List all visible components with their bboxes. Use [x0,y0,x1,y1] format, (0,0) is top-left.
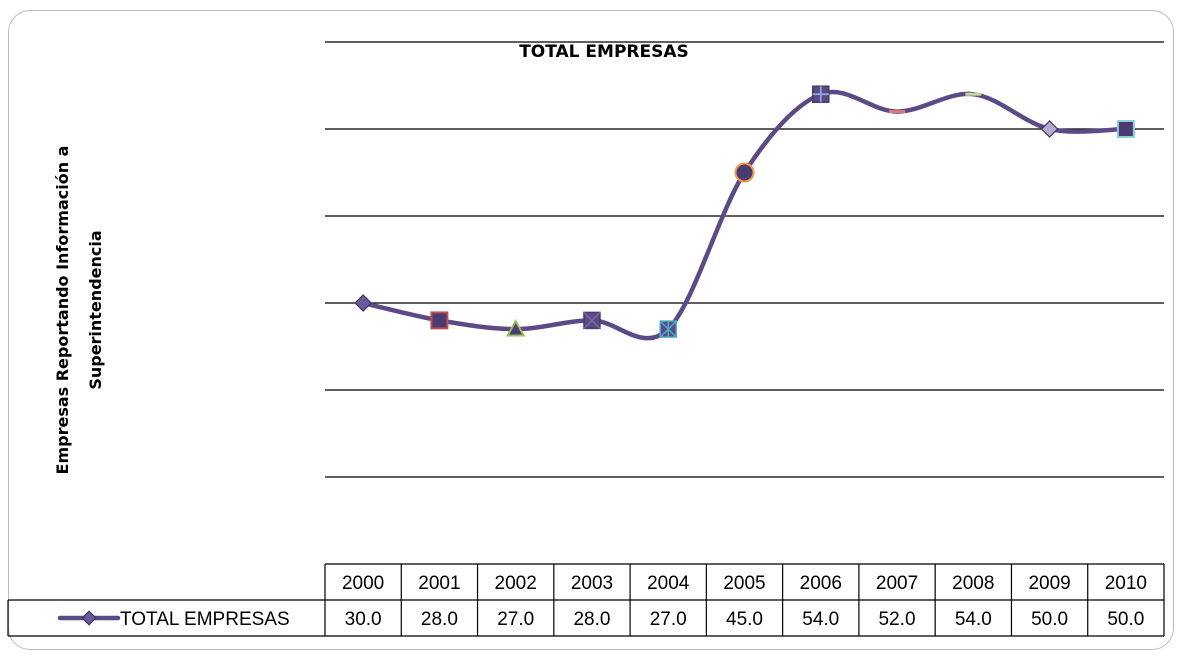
y-axis-label: Empresas Reportando Información a Superi… [53,146,105,475]
x-tick-label: 2000 [342,573,384,594]
x-tick-label: 2009 [1028,573,1070,594]
data-label: 52.0 [879,609,916,630]
marker-2004 [659,320,677,338]
data-label: 30.0 [345,609,382,630]
marker-2009 [1040,120,1059,138]
legend-marker-icon [81,610,97,626]
x-tick-label: 2003 [571,573,613,594]
marker-2001 [430,311,449,330]
marker-2008 [965,92,982,96]
x-tick-label: 2002 [495,573,537,594]
gridlines [325,41,1164,478]
x-tick-label: 2006 [800,573,842,594]
data-label: 45.0 [726,609,763,630]
data-label: 54.0 [955,609,992,630]
x-tick-label: 2005 [723,573,765,594]
marker-2007 [889,110,906,114]
marker-2005 [734,162,755,183]
marker-2006 [812,85,830,103]
chart-title: TOTAL EMPRESAS [519,42,689,62]
series-markers [354,85,1135,338]
data-label: 28.0 [421,609,458,630]
y-axis-label-line-2: Superintendencia [86,230,105,389]
marker-2002 [505,319,526,337]
y-axis-label-line-1: Empresas Reportando Información a [53,146,72,475]
data-label: 54.0 [802,609,839,630]
chart-frame [8,10,1174,650]
marker-2003 [583,311,601,330]
x-tick-label: 2010 [1105,573,1147,594]
marker-2000 [354,294,372,312]
data-table: 2000 30.0 2001 28.0 2002 27.0 2003 28.0 2004 27.0… [7,563,1165,637]
data-label: 50.0 [1031,609,1068,630]
x-tick-label: 2007 [876,573,918,594]
marker-2010 [1116,120,1135,138]
legend-label: TOTAL EMPRESAS [120,609,290,630]
x-tick-label: 2008 [952,573,994,594]
data-label: 50.0 [1107,609,1144,630]
data-label: 27.0 [650,609,687,630]
x-tick-label: 2001 [418,573,460,594]
x-tick-label: 2004 [647,573,690,594]
data-label: 27.0 [497,609,534,630]
data-label: 28.0 [573,609,610,630]
